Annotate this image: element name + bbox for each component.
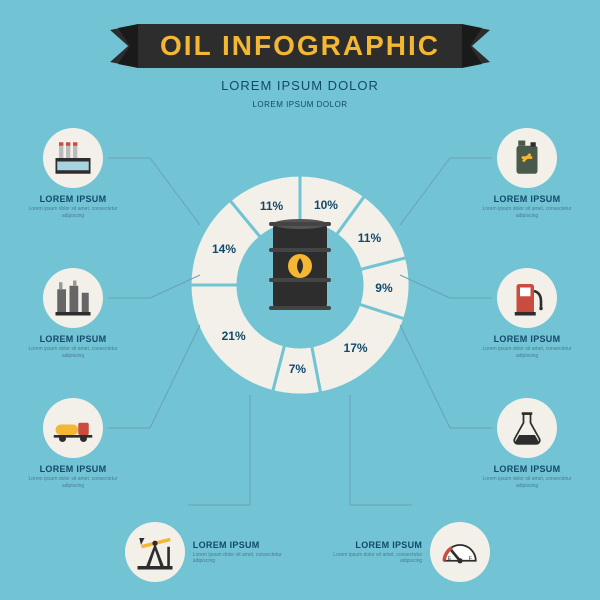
- mini-subtitle: LOREM IPSUM DOLOR: [0, 100, 600, 109]
- canvas: OIL INFOGRAPHIC LOREM IPSUM DOLOR LOREM …: [0, 0, 600, 600]
- item-fuel-pump: LOREM IPSUM Lorem ipsum dolor sit amet, …: [472, 268, 582, 359]
- item-subtext: Lorem ipsum dolor sit amet, consectetur …: [18, 206, 128, 219]
- pie-label-5: 21%: [222, 329, 246, 343]
- svg-text:F: F: [469, 556, 472, 562]
- item-flask: LOREM IPSUM Lorem ipsum dolor sit amet, …: [472, 398, 582, 489]
- item-subtext: Lorem ipsum dolor sit amet, consectetur …: [472, 476, 582, 489]
- fuel-pump-icon: [497, 268, 557, 328]
- factory-icon: [43, 128, 103, 188]
- pie-label-1: 11%: [358, 231, 381, 245]
- item-subtext: Lorem ipsum dolor sit amet, consectetur …: [18, 476, 128, 489]
- item-label: LOREM IPSUM: [472, 334, 582, 344]
- refinery-icon: [43, 268, 103, 328]
- item-label: LOREM IPSUM: [310, 540, 422, 550]
- bottom-item-fuel-gauge: EF LOREM IPSUM Lorem ipsum dolor sit ame…: [310, 522, 490, 582]
- title-text: OIL INFOGRAPHIC: [110, 30, 490, 62]
- fuel-gauge-icon: EF: [430, 522, 490, 582]
- jerrycan-icon: [497, 128, 557, 188]
- oil-barrel-icon: [267, 218, 333, 314]
- pie-label-3: 17%: [344, 341, 368, 355]
- item-label: LOREM IPSUM: [18, 194, 128, 204]
- item-subtext: Lorem ipsum dolor sit amet, consectetur …: [193, 552, 305, 565]
- pie-label-6: 14%: [212, 242, 236, 256]
- item-subtext: Lorem ipsum dolor sit amet, consectetur …: [472, 346, 582, 359]
- item-label: LOREM IPSUM: [18, 334, 128, 344]
- subtitle: LOREM IPSUM DOLOR: [0, 78, 600, 93]
- item-label: LOREM IPSUM: [18, 464, 128, 474]
- title-banner: OIL INFOGRAPHIC: [110, 18, 490, 74]
- tanker-truck-icon: [43, 398, 103, 458]
- item-subtext: Lorem ipsum dolor sit amet, consectetur …: [18, 346, 128, 359]
- pie-label-7: 11%: [260, 199, 283, 213]
- pie-label-4: 7%: [289, 362, 306, 376]
- flask-icon: [497, 398, 557, 458]
- item-refinery: LOREM IPSUM Lorem ipsum dolor sit amet, …: [18, 268, 128, 359]
- item-tanker-truck: LOREM IPSUM Lorem ipsum dolor sit amet, …: [18, 398, 128, 489]
- bottom-item-pumpjack: LOREM IPSUM Lorem ipsum dolor sit amet, …: [125, 522, 305, 582]
- pie-label-2: 9%: [375, 281, 392, 295]
- item-label: LOREM IPSUM: [193, 540, 305, 550]
- pie-label-0: 10%: [314, 198, 338, 212]
- svg-text:E: E: [448, 556, 452, 562]
- item-jerrycan: LOREM IPSUM Lorem ipsum dolor sit amet, …: [472, 128, 582, 219]
- pumpjack-icon: [125, 522, 185, 582]
- item-subtext: Lorem ipsum dolor sit amet, consectetur …: [310, 552, 422, 565]
- item-label: LOREM IPSUM: [472, 464, 582, 474]
- item-label: LOREM IPSUM: [472, 194, 582, 204]
- item-subtext: Lorem ipsum dolor sit amet, consectetur …: [472, 206, 582, 219]
- item-factory: LOREM IPSUM Lorem ipsum dolor sit amet, …: [18, 128, 128, 219]
